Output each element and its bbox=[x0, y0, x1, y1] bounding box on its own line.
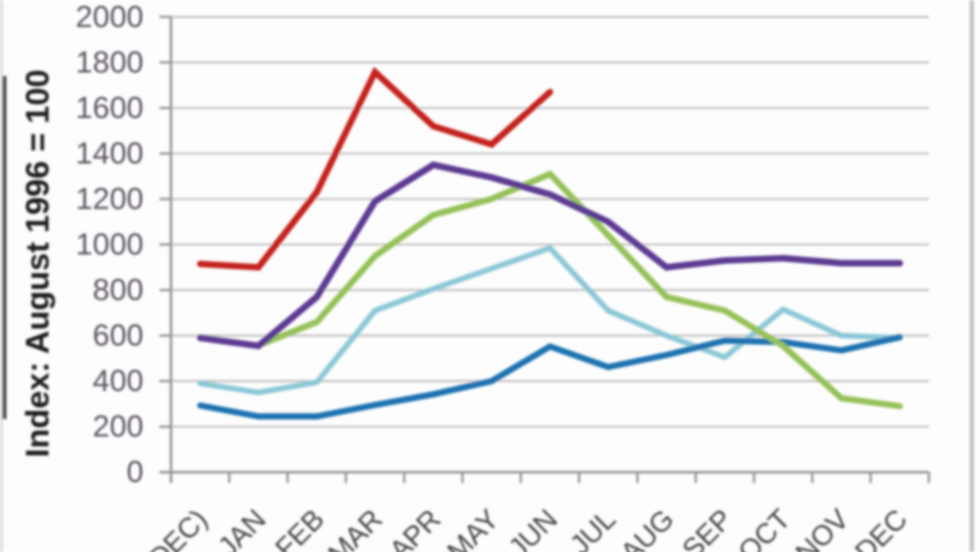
svg-text:600: 600 bbox=[93, 319, 144, 353]
svg-text:1200: 1200 bbox=[76, 182, 144, 216]
svg-text:1400: 1400 bbox=[76, 137, 144, 171]
svg-text:400: 400 bbox=[93, 364, 144, 398]
svg-text:0: 0 bbox=[127, 455, 144, 489]
svg-text:1800: 1800 bbox=[76, 45, 144, 79]
svg-text:1000: 1000 bbox=[76, 228, 144, 262]
svg-text:200: 200 bbox=[93, 410, 144, 444]
svg-text:1600: 1600 bbox=[76, 91, 144, 125]
svg-text:Index: August 1996 = 100: Index: August 1996 = 100 bbox=[20, 69, 56, 457]
svg-text:800: 800 bbox=[93, 273, 144, 307]
svg-text:2000: 2000 bbox=[76, 0, 144, 34]
